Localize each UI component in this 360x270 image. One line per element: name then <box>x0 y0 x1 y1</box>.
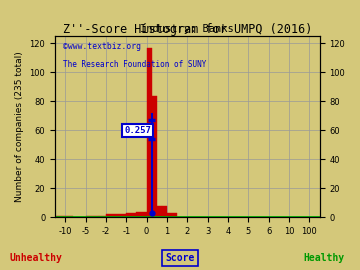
Y-axis label: Number of companies (235 total): Number of companies (235 total) <box>15 51 24 202</box>
Text: Healthy: Healthy <box>303 253 345 263</box>
Bar <box>157 206 162 217</box>
Bar <box>86 216 99 217</box>
Bar <box>45 216 73 217</box>
Bar <box>106 214 126 217</box>
Text: 0.257: 0.257 <box>124 126 151 135</box>
Bar <box>152 96 157 217</box>
Text: Unhealthy: Unhealthy <box>10 253 62 263</box>
Text: ©www.textbiz.org: ©www.textbiz.org <box>63 42 141 50</box>
Title: Z''-Score Histogram for UMPQ (2016): Z''-Score Histogram for UMPQ (2016) <box>63 23 312 36</box>
Text: Industry: Banks: Industry: Banks <box>140 24 234 34</box>
Bar <box>99 216 106 217</box>
Bar <box>136 212 147 217</box>
Text: The Research Foundation of SUNY: The Research Foundation of SUNY <box>63 60 206 69</box>
Bar <box>126 213 136 217</box>
Bar <box>167 213 177 217</box>
Text: Score: Score <box>165 253 195 263</box>
Bar <box>162 206 167 217</box>
Bar <box>147 48 152 217</box>
